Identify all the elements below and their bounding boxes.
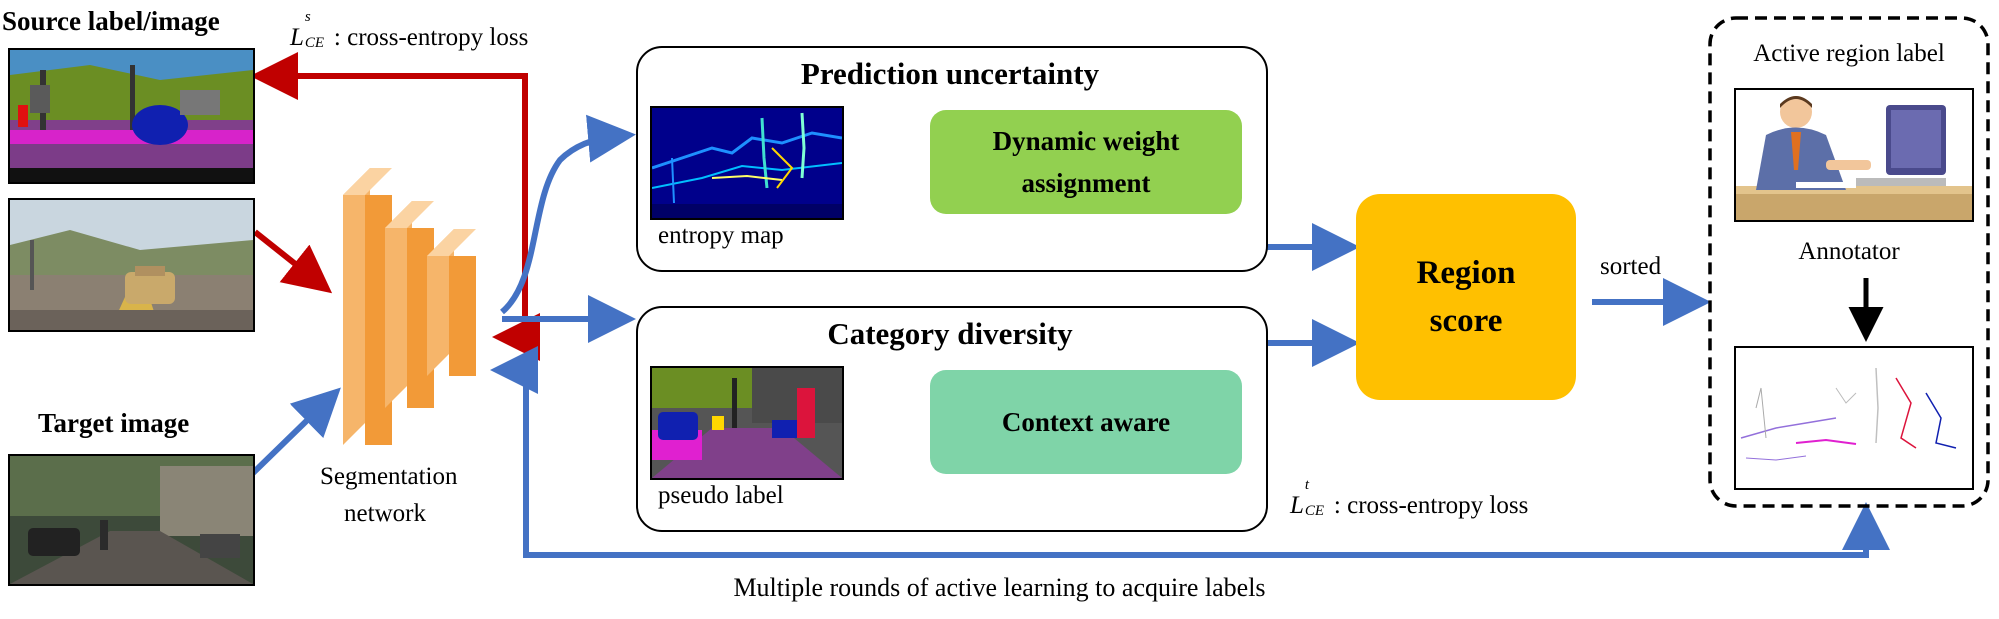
region-score-box: Region score: [1356, 194, 1576, 400]
dynamic-weight-box: Dynamic weight assignment: [930, 110, 1242, 214]
source-image-arrow: [253, 229, 333, 294]
dynamic-weight-line2: assignment: [1021, 168, 1151, 198]
dynamic-weight-line1: Dynamic weight: [992, 126, 1180, 156]
uncertainty-title: Prediction uncertainty: [800, 56, 1100, 91]
target-image-arrow: [250, 387, 341, 476]
target-loss-text: : cross-entropy loss: [1333, 492, 1529, 519]
target-loss-symbol: L: [1290, 492, 1304, 519]
sorted-label: sorted: [1600, 253, 1662, 280]
source-loss-text: : cross-entropy loss: [333, 24, 529, 51]
pseudo-label-image: [650, 366, 844, 480]
context-aware-box: Context aware: [930, 370, 1242, 474]
region-score-line2: score: [1429, 303, 1503, 339]
region-score-line1: Region: [1416, 255, 1516, 291]
active-label-image: [1734, 346, 1974, 490]
context-aware-label: Context aware: [1001, 407, 1171, 437]
footer-caption: Multiple rounds of active learning to ac…: [733, 573, 1266, 602]
source-title: Source label/image: [2, 6, 220, 36]
active-region-frame: [1708, 16, 1990, 508]
target-image: [8, 454, 255, 586]
source-loss-symbol: L: [290, 24, 304, 51]
source-label-image: [8, 48, 255, 184]
network-label-line1: Segmentation: [320, 463, 458, 490]
entropy-map-caption: entropy map: [658, 222, 784, 249]
source-label-thumbnail: [10, 50, 253, 182]
network-label-line2: network: [344, 500, 426, 527]
to-uncertainty-arrow: [499, 114, 636, 315]
pseudo-label-thumbnail: [652, 368, 842, 478]
target-loss-sup: t: [1304, 477, 1310, 493]
source-photo-thumbnail: [10, 200, 253, 330]
annotator-label: Annotator: [1798, 238, 1900, 265]
annotator-image: [1734, 88, 1974, 222]
source-loss-sub: CE: [304, 35, 325, 51]
source-rgb-image: [8, 198, 255, 332]
source-loss-sup: s: [304, 9, 311, 25]
target-title: Target image: [38, 408, 190, 438]
target-photo-thumbnail: [10, 456, 253, 584]
sparse-label-thumbnail: [1736, 348, 1972, 488]
pseudo-label-caption: pseudo label: [658, 482, 784, 509]
segmentation-network-icon: [343, 168, 476, 445]
target-loss-sub: CE: [1304, 503, 1325, 519]
entropy-map-thumbnail: [652, 108, 842, 218]
annotator-illustration: [1736, 90, 1972, 220]
active-region-title: Active region label: [1753, 40, 1945, 67]
diversity-title: Category diversity: [827, 316, 1073, 351]
entropy-map-image: [650, 106, 844, 220]
